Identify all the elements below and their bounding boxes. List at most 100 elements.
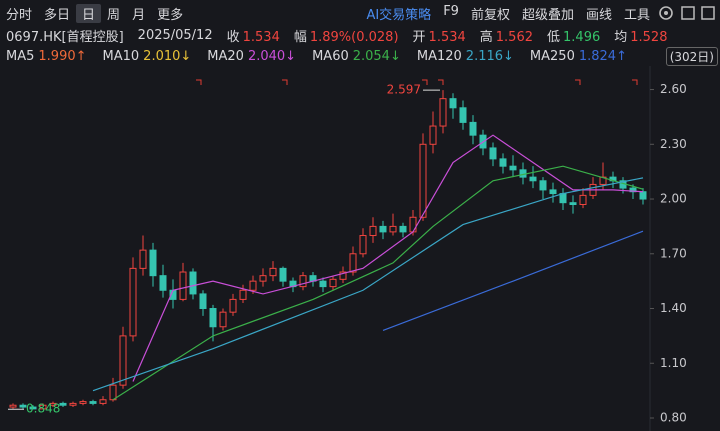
candle-body — [499, 158, 507, 167]
ma-item: MA60 2.054↓ — [312, 49, 401, 64]
candle-body — [149, 249, 157, 277]
ma-value: 1.990 — [38, 48, 76, 64]
event-markers — [196, 79, 638, 85]
candle-body — [569, 202, 577, 206]
candle-body — [469, 121, 477, 136]
candle-body — [129, 267, 137, 337]
period-tab[interactable]: 多日 — [44, 7, 71, 23]
candle-body — [39, 404, 47, 410]
candle-body — [629, 187, 637, 193]
ma-item: MA5 1.990↑ — [6, 49, 87, 64]
quote-label: 均 — [614, 29, 628, 45]
candle-body — [239, 289, 247, 300]
candle-body — [139, 249, 147, 269]
ma-value: 2.116 — [465, 48, 504, 64]
ma-name: MA20 — [207, 48, 244, 64]
ai-button[interactable]: AI交易策略 — [366, 7, 432, 23]
candle-body — [259, 275, 267, 282]
quote-label: 开 — [412, 29, 426, 45]
candle-body — [359, 235, 367, 255]
quote-item: 均 1.528 — [614, 26, 667, 45]
settings-icon-dot — [664, 11, 668, 15]
candle-body — [109, 384, 117, 401]
candle-body — [529, 176, 537, 182]
ma-line — [92, 177, 644, 392]
candle-body — [49, 402, 57, 406]
candle-body — [79, 401, 87, 404]
candle-body — [419, 143, 427, 218]
ma-arrow: ↓ — [285, 48, 297, 64]
candle-body — [59, 402, 67, 406]
ma-arrow: ↓ — [389, 48, 401, 64]
quote-value: 1.528 — [630, 29, 668, 45]
tool-button[interactable]: F9 — [443, 3, 459, 19]
quote-label: 收 — [226, 29, 240, 45]
quote-item: 低 1.496 — [547, 26, 600, 45]
toolbar: 分时 多日日周月更多 AI交易策略 F9 前复权 超级叠加 画线 工具 — [0, 2, 720, 24]
settings-icon[interactable] — [659, 6, 673, 20]
y-tick-label: 2.30 — [660, 137, 687, 151]
quote-item: 开 1.534 — [413, 26, 466, 45]
quote-value: 1.534 — [428, 29, 466, 45]
ma-line — [132, 134, 644, 382]
candle-body — [159, 275, 167, 291]
ma-value: 1.824 — [578, 48, 617, 64]
high-label: 2.597 — [387, 83, 421, 97]
ma-item: MA250 1.824↑ — [530, 49, 627, 64]
low-label: 0.848 — [26, 402, 60, 416]
candle-body — [9, 404, 17, 408]
candle-body — [89, 401, 97, 404]
candle-body — [179, 271, 187, 300]
candle-body — [339, 271, 347, 280]
period-tab[interactable]: 周 — [107, 7, 121, 23]
window-icon[interactable] — [701, 6, 715, 20]
candle-body — [329, 278, 337, 288]
ma-arrow: ↓ — [503, 48, 514, 64]
ma-name: MA250 — [529, 48, 575, 64]
stock-code: 0697.HK[首程控股] — [6, 29, 124, 45]
candle-body — [189, 271, 197, 295]
period-tab[interactable]: 更多 — [157, 7, 184, 23]
tool-button[interactable]: 前复权 — [470, 7, 510, 23]
quote-label: 低 — [547, 29, 561, 45]
ma-name: MA5 — [6, 48, 35, 64]
ma-item: MA20 2.040↓ — [207, 49, 296, 64]
y-tick-label: 2.60 — [660, 82, 687, 96]
candle-body — [19, 404, 27, 408]
candle-body — [279, 267, 287, 282]
quote-bar: 0697.HK[首程控股] 2025/05/12 收 1.534 幅 1.89%(0.… — [0, 25, 720, 45]
period-tab[interactable]: 日 — [76, 3, 102, 23]
tools: F9 前复权 超级叠加 画线 工具 — [437, 4, 656, 23]
y-tick-label: 0.80 — [660, 411, 687, 425]
candle-body — [439, 98, 447, 127]
candle-body — [549, 189, 557, 195]
quote-item: 收 1.534 — [227, 26, 280, 45]
candle-body — [639, 191, 647, 200]
candle-body — [429, 125, 437, 145]
ma-name: MA60 — [312, 48, 349, 64]
period-count[interactable]: (302日) — [665, 46, 718, 66]
candle-body — [539, 180, 547, 191]
candle-body — [349, 253, 357, 273]
period-tab[interactable]: 分时 — [6, 7, 33, 23]
ma-line — [112, 165, 644, 401]
y-tick-label: 1.10 — [660, 356, 687, 370]
tool-button[interactable]: 超级叠加 — [521, 7, 574, 23]
y-tick-label: 1.40 — [660, 301, 687, 315]
layout-icon[interactable] — [681, 6, 695, 20]
tool-button[interactable]: 画线 — [585, 7, 612, 23]
tool-button[interactable]: 工具 — [623, 7, 650, 23]
candle-body — [69, 402, 77, 406]
quote-date: 2025/05/12 — [137, 27, 213, 43]
ma-name: MA10 — [102, 48, 140, 64]
candle-body — [459, 107, 467, 123]
price-chart: 2.60 2.30 2.00 1.70 1.40 1.10 0.80 2.597 0.848 — [8, 66, 687, 431]
ma-arrow: ↓ — [180, 48, 192, 64]
period-tabs: 分时 多日日周月更多 — [0, 3, 189, 23]
candle-body — [299, 275, 307, 288]
quote-label: 高 — [479, 29, 493, 45]
quote-item: 幅 1.89%(0.028) — [294, 26, 399, 45]
period-tab[interactable]: 月 — [132, 7, 146, 23]
y-tick-label: 1.70 — [660, 246, 687, 260]
quote-value: 1.534 — [242, 29, 280, 45]
